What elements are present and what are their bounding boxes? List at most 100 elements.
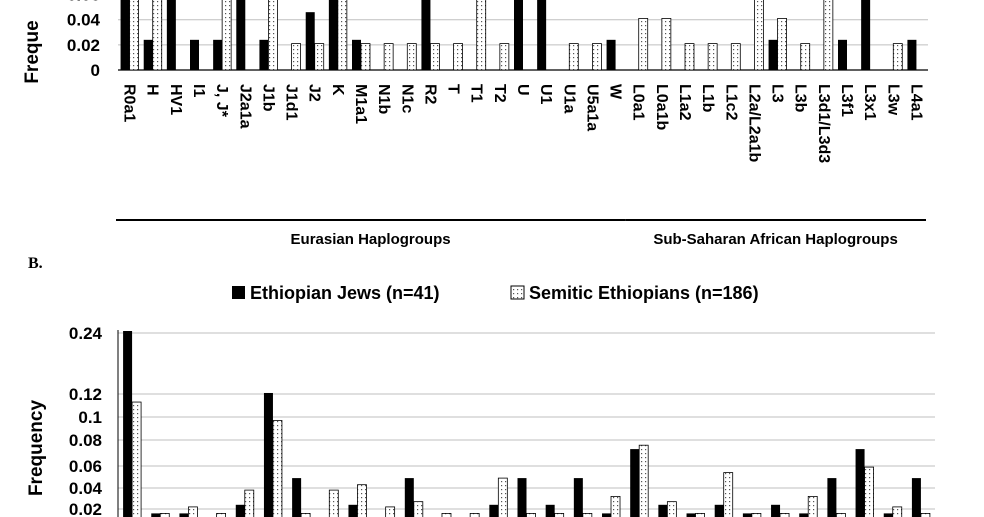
x-tick-label: U1	[537, 84, 554, 105]
x-tick-label: J, J*	[213, 84, 230, 118]
y-tick-label: 0.04	[67, 11, 101, 30]
bar-b-ethiopian-jews	[179, 513, 189, 517]
bar-a-s2	[499, 43, 510, 71]
x-tick-label: L0a1	[630, 84, 647, 121]
y-tick-label: 0.06	[69, 457, 102, 476]
panel-a: 0 0.02 0.04 0.06 Freque R0a1 H HV1 I1 J, J* J2a1…	[22, 0, 928, 248]
bar-b-semitic-ethiopians	[920, 513, 931, 517]
bar-a-s2	[268, 0, 278, 71]
y-tick-label: 0.06	[67, 0, 100, 5]
bar-b-semitic-ethiopians	[328, 489, 339, 517]
x-tick-label: W	[607, 84, 624, 100]
bar-a-s1	[190, 39, 199, 70]
bar-b-semitic-ethiopians	[892, 506, 903, 517]
bar-b-semitic-ethiopians	[385, 506, 396, 517]
panel-b-bars	[123, 331, 931, 517]
bar-b-semitic-ethiopians	[244, 489, 255, 517]
x-tick-label: H	[144, 84, 161, 96]
bar-a-s2	[892, 43, 903, 71]
x-tick-label: I1	[190, 84, 207, 97]
bar-a-s1	[907, 39, 917, 70]
bar-a-s1	[861, 0, 871, 70]
panel-b: 0.02 0.04 0.06 0.08 0.1 0.12 0.24 Frequency	[26, 324, 935, 517]
bar-a-s2	[314, 43, 325, 71]
panel-b-y-ticks: 0.02 0.04 0.06 0.08 0.1 0.12 0.24	[69, 324, 103, 517]
bar-b-ethiopian-jews	[827, 478, 837, 517]
bar-a-s2	[129, 0, 139, 71]
bar-a-s1	[166, 0, 176, 70]
bar-a-s2	[707, 43, 718, 71]
bar-a-s1	[259, 39, 269, 70]
bar-a-s1	[606, 39, 616, 70]
y-tick-label: 0.24	[69, 324, 103, 343]
bar-a-s2	[800, 43, 811, 71]
bar-b-ethiopian-jews	[771, 504, 781, 517]
bar-a-s1	[352, 39, 361, 70]
x-tick-label: T2	[491, 84, 508, 103]
bar-a-s2	[291, 43, 301, 71]
x-tick-label: J2a1a	[236, 84, 253, 129]
panel-a-bars	[120, 0, 917, 71]
x-tick-label: L1c2	[722, 84, 739, 121]
bar-a-s2	[406, 43, 417, 71]
bar-a-s2	[360, 43, 371, 71]
bar-a-s2	[337, 0, 348, 71]
panel-a-group-brackets: Eurasian Haplogroups Sub-Saharan African …	[116, 219, 926, 248]
bar-b-ethiopian-jews	[573, 478, 583, 517]
bar-a-s2	[730, 43, 741, 71]
x-tick-label: U5a1a	[583, 84, 600, 131]
x-tick-label: T1	[468, 84, 485, 103]
bar-b-semitic-ethiopians	[497, 477, 508, 517]
x-tick-label: L3f1	[838, 84, 855, 117]
x-tick-label: L3d1/L3d3	[815, 84, 832, 163]
bar-b-semitic-ethiopians	[526, 513, 536, 517]
bar-b-ethiopian-jews	[489, 504, 499, 517]
y-tick-label: 0.02	[67, 36, 100, 55]
bar-b-semitic-ethiopians	[159, 513, 170, 517]
x-tick-label: N1b	[375, 84, 392, 114]
x-tick-label: L1a2	[676, 84, 693, 121]
bar-b-ethiopian-jews	[686, 513, 696, 517]
bar-b-ethiopian-jews	[742, 513, 752, 517]
bar-b-semitic-ethiopians	[441, 513, 452, 517]
x-tick-label: L3x1	[861, 84, 878, 121]
bar-a-s1	[838, 39, 847, 70]
x-tick-label: J1b	[259, 84, 276, 112]
bar-b-semitic-ethiopians	[723, 472, 734, 517]
x-tick-label: R2	[421, 84, 438, 105]
x-tick-label: L1b	[699, 84, 716, 113]
bar-b-ethiopian-jews	[263, 392, 273, 517]
y-tick-label: 0.12	[69, 385, 102, 404]
bar-b-ethiopian-jews	[911, 478, 921, 517]
x-tick-label: HV1	[167, 84, 184, 115]
bar-b-semitic-ethiopians	[610, 495, 621, 517]
bar-b-semitic-ethiopians	[751, 513, 762, 517]
bar-b-semitic-ethiopians	[188, 506, 198, 517]
x-tick-label: M1a1	[352, 84, 369, 124]
bar-a-s2	[430, 43, 440, 71]
x-tick-label: T	[445, 84, 462, 94]
bar-a-s2	[152, 0, 163, 71]
x-tick-label: L0a1b	[653, 84, 670, 130]
bar-a-s1	[143, 39, 153, 70]
x-tick-label: R0a1	[121, 84, 138, 122]
x-tick-label: L3	[769, 84, 786, 103]
legend-label-semitic-ethiopians: Semitic Ethiopians (n=186)	[529, 283, 759, 303]
bar-b-ethiopian-jews	[404, 478, 414, 517]
bar-b-semitic-ethiopians	[469, 513, 480, 517]
panel-b-legend: Ethiopian Jews (n=41) Semitic Ethiopians…	[232, 283, 759, 303]
bar-a-s1	[120, 0, 130, 70]
bar-a-s2	[684, 43, 695, 71]
bar-b-ethiopian-jews	[630, 449, 640, 517]
x-tick-label: L2a/L2a1b	[745, 84, 762, 162]
bar-b-semitic-ethiopians	[835, 513, 846, 517]
bar-a-s1	[236, 0, 246, 71]
bar-a-s1	[768, 39, 778, 70]
y-tick-label: 0.02	[69, 500, 102, 517]
legend-swatch-semitic-ethiopians	[510, 285, 525, 300]
bar-a-s1	[537, 0, 547, 70]
bar-b-ethiopian-jews	[235, 504, 245, 517]
bar-b-ethiopian-jews	[855, 449, 865, 517]
panel-a-x-tick-labels: R0a1 H HV1 I1 J, J* J2a1a J1b J1d1 J2 K M1a1 N1b N1c…	[121, 84, 925, 163]
